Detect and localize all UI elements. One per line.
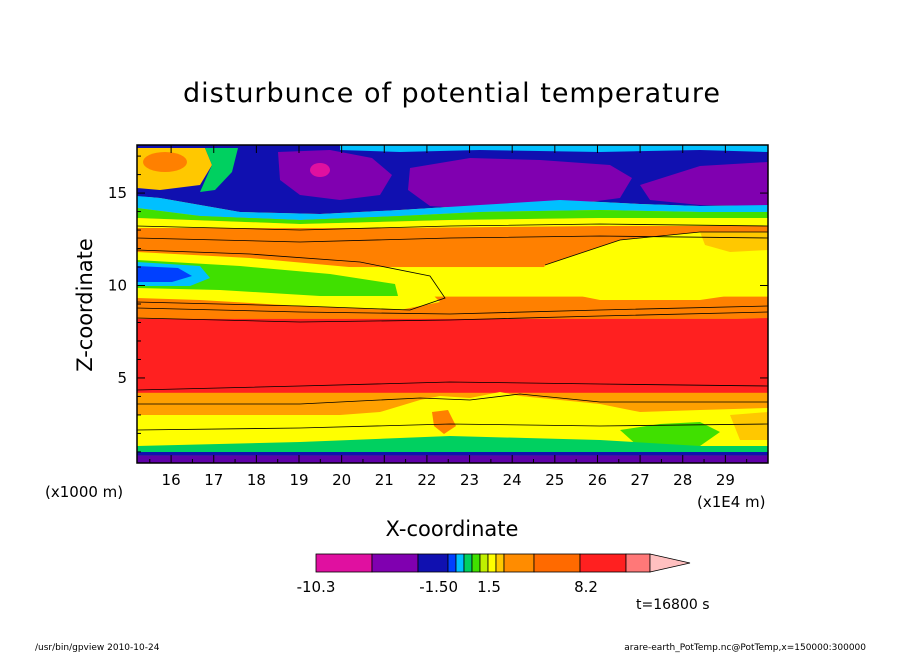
colorbar-label: -10.3 (297, 578, 336, 596)
colorbar-label: -1.50 (419, 578, 458, 596)
plot-area (137, 145, 768, 463)
top-cyan-edge (340, 145, 768, 152)
purple-blob-center (408, 158, 632, 210)
x-tick-label: 16 (162, 471, 181, 489)
magenta-spot (310, 163, 330, 177)
y-tick-label: 15 (108, 184, 127, 202)
warm-patch-nw-core (143, 152, 187, 172)
green-stripe (137, 208, 768, 224)
colorbar-segment (447, 553, 457, 573)
mid-yellow-east (540, 232, 768, 300)
x-axis-ticks: 16 17 18 19 20 21 22 23 24 25 26 27 28 29 (149, 145, 748, 489)
y-tick-label: 10 (108, 277, 127, 295)
colorbar-segment (463, 553, 473, 573)
footer-left: /usr/bin/gpview 2010-10-24 (35, 643, 160, 653)
x-tick-label: 20 (332, 471, 351, 489)
x-tick-label: 25 (545, 471, 564, 489)
purple-blob-east (640, 162, 768, 206)
colorbar-segment (495, 553, 505, 573)
colorbar-segment (455, 553, 465, 573)
x-tick-label: 17 (204, 471, 223, 489)
colorbar-segment (371, 553, 419, 573)
colorbar-arrow (649, 553, 691, 573)
x-tick-label: 21 (375, 471, 394, 489)
colorbar-labels: -10.3 -1.50 1.5 8.2 (297, 578, 598, 596)
colorbar-label: 8.2 (574, 578, 598, 596)
y-axis-label: Z-coordinate (73, 238, 97, 372)
x-tick-label: 18 (247, 471, 266, 489)
lower-orange-east (730, 412, 768, 440)
colorbar-segment (579, 553, 627, 573)
colorbar-segment (417, 553, 449, 573)
lower-green-east (620, 422, 720, 448)
colorbar-label: 1.5 (477, 578, 501, 596)
lower-orange-spot (432, 410, 456, 434)
contour-blobs (137, 145, 768, 452)
colorbar (315, 553, 691, 573)
yellow-stripe (137, 218, 768, 228)
x-tick-label: 29 (716, 471, 735, 489)
x-tick-label: 24 (503, 471, 522, 489)
cyan-stripe (137, 196, 768, 220)
colorbar-segment (533, 553, 581, 573)
band-surface-low (137, 455, 768, 463)
colorbar-segment (471, 553, 481, 573)
colorbar-segment (503, 553, 535, 573)
purple-blob-west (278, 150, 392, 200)
x-tick-label: 28 (673, 471, 692, 489)
x-tick-label: 19 (289, 471, 308, 489)
x-axis-label: X-coordinate (386, 517, 519, 541)
colorbar-segment (487, 553, 497, 573)
x-unit-right: (x1E4 m) (697, 493, 766, 511)
time-label: t=16800 s (636, 597, 710, 613)
chart-title: disturbunce of potential temperature (183, 78, 721, 109)
y-axis-ticks: 5 10 15 (108, 155, 768, 453)
x-tick-label: 26 (588, 471, 607, 489)
cold-tongue-blue (137, 266, 192, 282)
colorbar-segment (479, 553, 489, 573)
footer-right: arare-earth_PotTemp.nc@PotTemp,x=150000:… (624, 643, 866, 653)
green-edge-nw (200, 148, 238, 192)
y-tick-label: 5 (117, 369, 127, 387)
surface-green (137, 436, 768, 452)
warm-band-top (137, 318, 768, 352)
colorbar-segment (625, 553, 651, 573)
x-unit-left: (x1000 m) (45, 483, 123, 501)
x-tick-label: 27 (631, 471, 650, 489)
colorbar-segment (315, 553, 373, 573)
x-tick-label: 23 (460, 471, 479, 489)
x-tick-label: 22 (417, 471, 436, 489)
contour-lines (137, 223, 768, 431)
